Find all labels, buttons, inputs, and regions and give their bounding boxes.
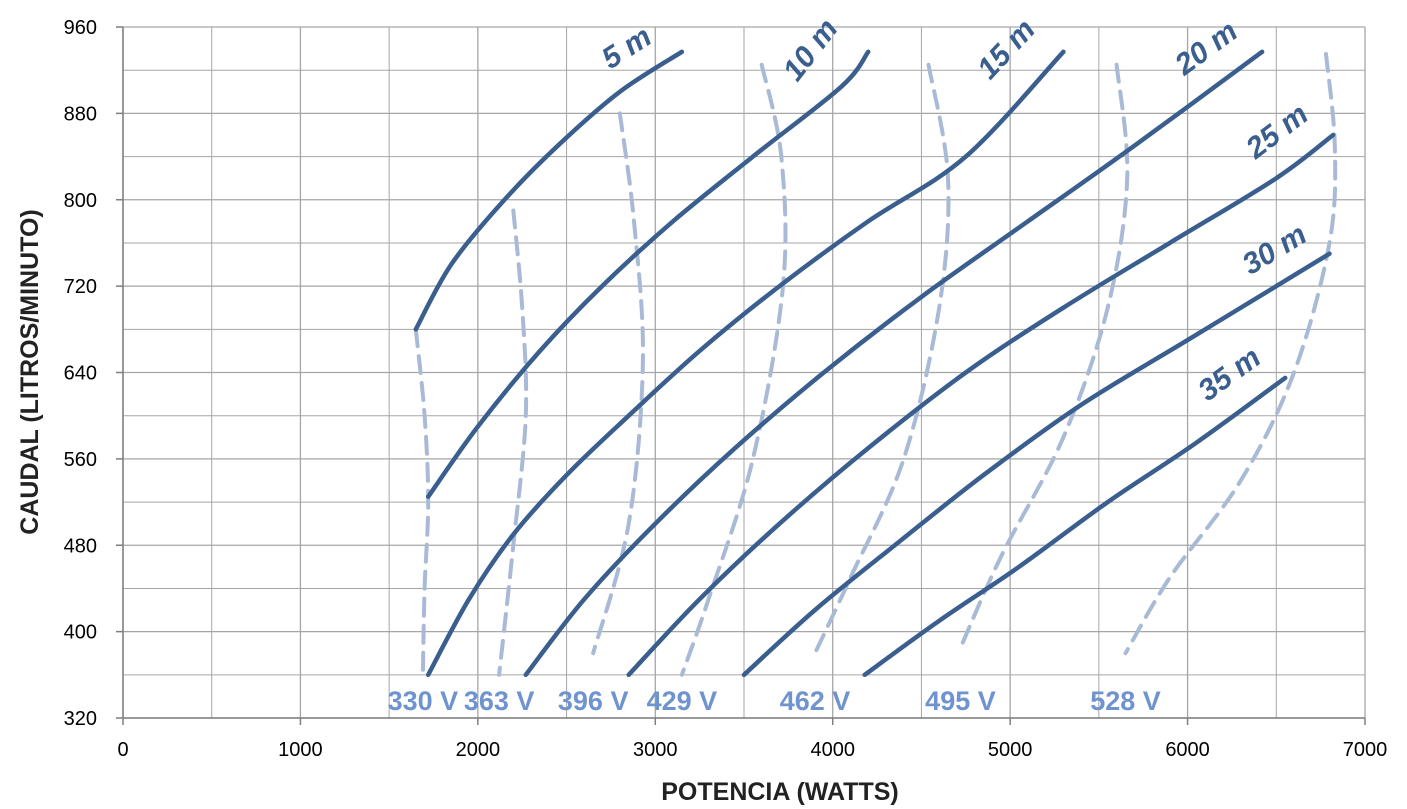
voltage-label-429v: 429 V bbox=[647, 686, 718, 716]
x-tick-label: 5000 bbox=[988, 739, 1033, 761]
voltage-label-528v: 528 V bbox=[1090, 686, 1161, 716]
head-curve-15m bbox=[425, 49, 1066, 678]
x-axis-title: POTENCIA (WATTS) bbox=[661, 778, 898, 806]
voltage-label-363v: 363 V bbox=[464, 686, 535, 716]
x-tick-label: 7000 bbox=[1343, 739, 1388, 761]
y-tick-label: 720 bbox=[64, 276, 97, 298]
voltage-curve-495v bbox=[958, 62, 1130, 650]
voltage-curve-528v bbox=[1123, 52, 1338, 656]
voltage-curve-363v bbox=[497, 208, 529, 677]
y-tick-label: 800 bbox=[64, 190, 97, 212]
y-tick-label: 880 bbox=[64, 103, 97, 125]
y-tick-label: 960 bbox=[64, 17, 97, 39]
head-label-10m: 10 m bbox=[777, 13, 845, 87]
voltage-curve-396v bbox=[591, 111, 645, 656]
voltage-label-330v: 330 V bbox=[388, 686, 459, 716]
voltage-label-396v: 396 V bbox=[558, 686, 629, 716]
head-curve-35m bbox=[862, 375, 1288, 678]
voltage-label-495v: 495 V bbox=[925, 686, 996, 716]
voltage-curve-429v bbox=[679, 62, 788, 677]
head-curve-5m bbox=[413, 49, 685, 332]
y-tick-label: 640 bbox=[64, 363, 97, 385]
head-label-25m: 25 m bbox=[1239, 98, 1314, 166]
y-tick-label: 480 bbox=[64, 535, 97, 557]
head-curve-20m bbox=[523, 49, 1265, 678]
head-curves bbox=[413, 49, 1336, 678]
y-axis-title: CAUDAL (LITROS/MINUTO) bbox=[16, 209, 44, 534]
x-tick-labels: 0 1000 2000 3000 4000 5000 6000 7000 bbox=[117, 739, 1387, 761]
voltage-label-462v: 462 V bbox=[780, 686, 851, 716]
axes bbox=[116, 26, 1366, 725]
x-tick-label: 2000 bbox=[456, 739, 501, 761]
head-label-15m: 15 m bbox=[971, 13, 1042, 86]
head-curve-30m bbox=[741, 251, 1332, 678]
head-label-5m: 5 m bbox=[596, 20, 657, 76]
y-tick-labels: 320 400 480 560 640 720 800 880 960 bbox=[64, 17, 97, 730]
x-tick-label: 3000 bbox=[633, 739, 678, 761]
grid bbox=[122, 26, 1366, 719]
x-tick-label: 6000 bbox=[1165, 739, 1210, 761]
y-tick-label: 320 bbox=[64, 708, 97, 730]
voltage-curve-462v bbox=[813, 62, 951, 656]
y-tick-label: 560 bbox=[64, 449, 97, 471]
y-tick-label: 400 bbox=[64, 622, 97, 644]
head-curve-10m bbox=[425, 49, 871, 499]
x-tick-label: 4000 bbox=[810, 739, 855, 761]
x-tick-label: 1000 bbox=[278, 739, 323, 761]
voltage-curve-330v bbox=[413, 327, 431, 677]
head-curve-25m bbox=[626, 132, 1336, 678]
x-tick-label: 0 bbox=[117, 739, 128, 761]
